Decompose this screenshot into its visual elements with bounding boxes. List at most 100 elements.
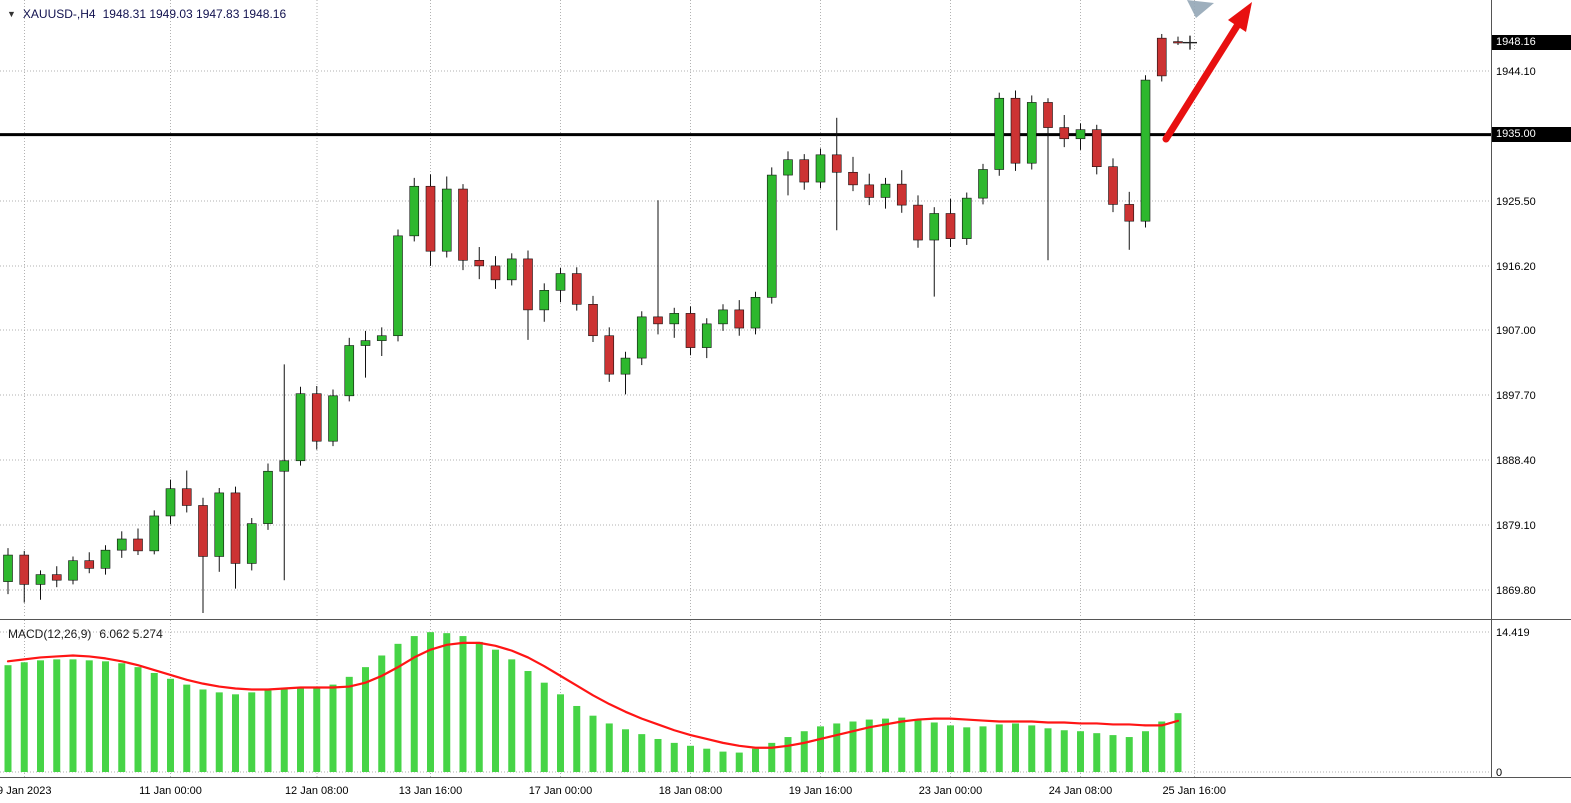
macd-bar bbox=[427, 632, 434, 772]
macd-bar bbox=[752, 748, 759, 772]
candle-body bbox=[815, 154, 826, 183]
price-axis-label: 1888.40 bbox=[1496, 455, 1536, 467]
price-axis-label: 1944.10 bbox=[1496, 66, 1536, 78]
macd-bar bbox=[833, 723, 841, 772]
macd-bar bbox=[719, 751, 727, 772]
macd-bar bbox=[410, 636, 418, 772]
macd-label: MACD(12,26,9) 6.062 5.274 bbox=[8, 627, 163, 641]
macd-bar bbox=[1142, 731, 1149, 772]
level-price-callout: 1935.00 bbox=[1492, 127, 1571, 142]
candle-body bbox=[344, 345, 355, 397]
candle-body bbox=[425, 185, 436, 252]
time-axis-label: 18 Jan 08:00 bbox=[659, 785, 723, 797]
symbol-dropdown-icon[interactable]: ▼ bbox=[7, 9, 16, 19]
macd-bar bbox=[963, 727, 971, 772]
macd-bar bbox=[573, 705, 581, 772]
time-scale[interactable] bbox=[0, 778, 1571, 803]
candle-body bbox=[279, 460, 290, 472]
macd-bar bbox=[670, 742, 678, 772]
macd-bar bbox=[735, 752, 743, 772]
macd-signal-line bbox=[6, 641, 1180, 749]
macd-bar bbox=[1012, 723, 1019, 772]
price-axis-label: 1897.70 bbox=[1496, 390, 1536, 402]
macd-bar bbox=[898, 717, 906, 772]
macd-bar bbox=[605, 723, 613, 772]
price-axis-label: 1907.00 bbox=[1496, 325, 1536, 337]
macd-bar bbox=[85, 660, 93, 772]
time-axis-label: 24 Jan 08:00 bbox=[1049, 785, 1113, 797]
macd-bar bbox=[557, 694, 564, 772]
price-axis-label: 1925.50 bbox=[1496, 196, 1536, 208]
macd-bar bbox=[102, 661, 109, 772]
macd-bar bbox=[183, 684, 191, 772]
macd-bar bbox=[914, 719, 922, 772]
candle-body bbox=[393, 235, 403, 337]
macd-bar bbox=[1174, 713, 1182, 772]
macd-bar bbox=[995, 724, 1003, 772]
macd-bar bbox=[4, 665, 12, 772]
macd-bar bbox=[329, 684, 337, 772]
candle-body bbox=[750, 297, 761, 329]
candle-body bbox=[376, 335, 387, 341]
candle-body bbox=[19, 554, 30, 585]
macd-bar bbox=[849, 721, 857, 772]
candle-body bbox=[978, 169, 988, 199]
macd-bar bbox=[654, 738, 662, 772]
macd-bar bbox=[297, 688, 304, 772]
candle-body bbox=[945, 213, 956, 239]
candle-body bbox=[588, 303, 598, 337]
macd-bar bbox=[215, 692, 223, 772]
macd-bar bbox=[313, 688, 321, 772]
candle-body bbox=[555, 273, 566, 291]
macd-bar bbox=[394, 643, 402, 772]
candle-body bbox=[961, 197, 972, 239]
macd-bar bbox=[264, 690, 272, 772]
grid-lines bbox=[0, 0, 1491, 777]
macd-indicator-name: MACD(12,26,9) bbox=[8, 627, 92, 641]
macd-bar bbox=[930, 722, 938, 772]
macd-bar bbox=[459, 636, 467, 772]
macd-bar bbox=[345, 676, 353, 772]
candle-body bbox=[783, 159, 793, 176]
macd-max-label: 14.419 bbox=[1496, 627, 1530, 639]
macd-bar bbox=[362, 667, 369, 772]
candle-body bbox=[896, 183, 907, 206]
macd-bar bbox=[865, 719, 873, 772]
trend-arrow-annotation[interactable] bbox=[1162, 2, 1252, 143]
panel-separators bbox=[0, 0, 1571, 778]
candle-body bbox=[133, 538, 143, 552]
macd-bar bbox=[882, 718, 889, 772]
candle-body bbox=[539, 290, 550, 311]
macd-bar bbox=[703, 748, 711, 772]
candle-body bbox=[1059, 127, 1070, 140]
candle-body bbox=[198, 505, 208, 557]
macd-bar bbox=[53, 659, 61, 772]
candle-body bbox=[1043, 102, 1053, 128]
macd-bar bbox=[1060, 730, 1068, 772]
candle-body bbox=[1140, 79, 1151, 222]
macd-indicator-values: 6.062 5.274 bbox=[99, 627, 163, 641]
candle-body bbox=[474, 259, 485, 267]
macd-bar bbox=[69, 659, 77, 772]
candle-body bbox=[441, 188, 452, 252]
current-price-callout: 1948.16 bbox=[1492, 35, 1571, 50]
macd-bar bbox=[1077, 731, 1084, 772]
candle-body bbox=[458, 188, 468, 261]
symbol-period-label: XAUUSD-,H4 bbox=[22, 7, 96, 21]
price-scale[interactable] bbox=[1492, 0, 1571, 777]
current-price-marker bbox=[1183, 35, 1197, 50]
macd-bar bbox=[378, 655, 386, 772]
candle-body bbox=[1173, 41, 1183, 44]
candle-body bbox=[929, 213, 940, 241]
candle-body bbox=[799, 159, 810, 183]
time-axis-label: 25 Jan 16:00 bbox=[1162, 785, 1226, 797]
candle-body bbox=[669, 313, 680, 325]
candle-body bbox=[360, 340, 371, 346]
candle-body bbox=[3, 554, 13, 582]
time-axis-label: 13 Jan 16:00 bbox=[399, 785, 463, 797]
macd-zero-label: 0 bbox=[1496, 767, 1502, 779]
candle-body bbox=[84, 560, 95, 569]
macd-bar bbox=[817, 726, 824, 772]
candle-body bbox=[149, 515, 160, 552]
